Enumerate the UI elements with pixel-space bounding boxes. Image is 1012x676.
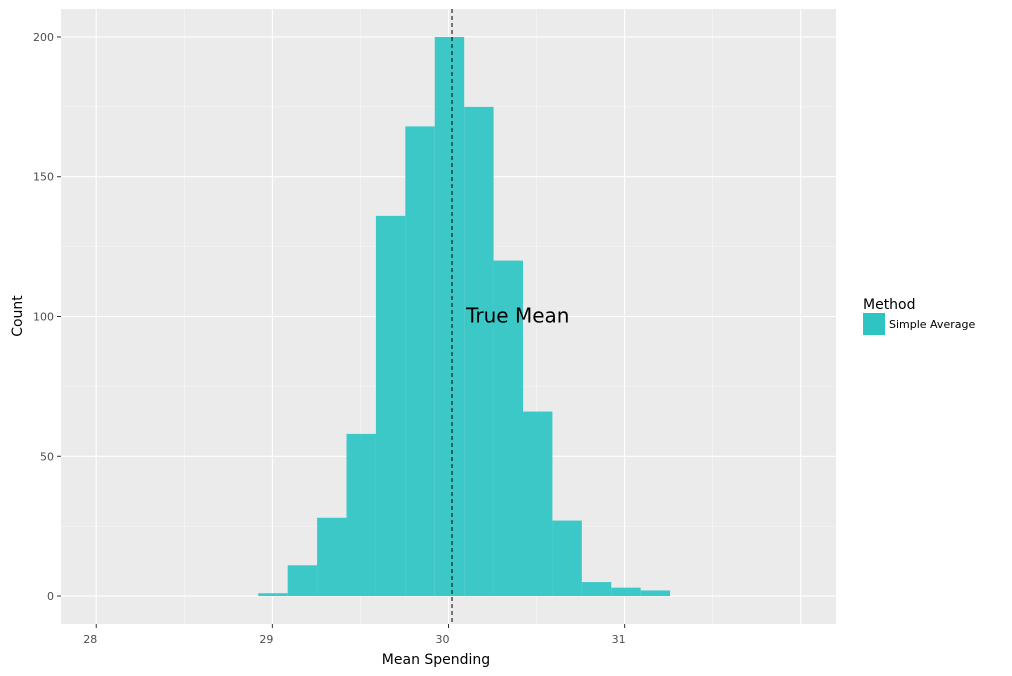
histogram-bar [611, 587, 641, 597]
legend-key-simple-average [863, 313, 885, 335]
x-axis-title: Mean Spending [382, 652, 490, 668]
histogram-bar [493, 260, 524, 597]
histogram-bar [287, 565, 318, 597]
histogram-bar [523, 411, 553, 597]
histogram-bar [552, 520, 582, 597]
x-axis-ticks: 28 29 30 31 [83, 624, 626, 646]
true-mean-annotation: True Mean [465, 304, 569, 328]
x-tick-label: 29 [259, 633, 273, 646]
legend-label-simple-average: Simple Average [889, 318, 975, 331]
y-tick-label: 150 [33, 171, 54, 184]
y-tick-label: 50 [40, 450, 54, 463]
x-tick-label: 31 [612, 633, 626, 646]
y-tick-label: 0 [47, 590, 54, 603]
legend: Method Simple Average [863, 297, 975, 335]
histogram-bar [405, 126, 435, 597]
histogram-bar [258, 593, 288, 597]
y-tick-label: 100 [33, 311, 54, 324]
histogram-bar [581, 582, 612, 597]
y-tick-label: 200 [33, 31, 54, 44]
x-tick-label: 30 [436, 633, 450, 646]
histogram-bar [464, 106, 494, 597]
histogram-bars [258, 36, 671, 597]
histogram-bar [640, 590, 671, 597]
histogram-bar [375, 215, 406, 597]
y-axis-ticks: 0 50 100 150 200 [33, 31, 61, 603]
legend-title: Method [863, 297, 916, 313]
histogram-bar [346, 433, 376, 597]
histogram-bar [434, 36, 465, 597]
y-axis-title: Count [10, 295, 26, 337]
histogram-bar [317, 517, 347, 597]
x-tick-label: 28 [83, 633, 97, 646]
